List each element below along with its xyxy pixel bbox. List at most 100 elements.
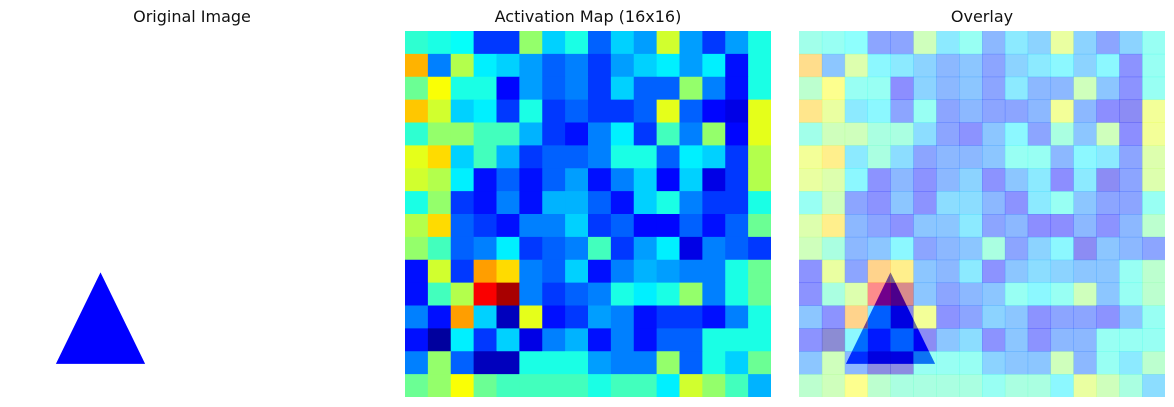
overlay-cell-r14-c6 [936, 351, 960, 375]
overlay-cell-r1-c3 [867, 53, 891, 78]
overlay-cell-r9-c4 [890, 236, 914, 261]
overlay-cell-r4-c6 [936, 122, 960, 146]
overlay-cell-r2-c15 [1142, 76, 1165, 101]
heat-cell-r10-c2 [450, 259, 475, 284]
overlay-cell-r13-c15 [1142, 328, 1165, 352]
overlay-cell-r3-c13 [1096, 99, 1120, 123]
overlay-cell-r13-c8 [982, 328, 1006, 352]
overlay-cell-r10-c8 [982, 259, 1006, 284]
overlay-cell-r4-c15 [1142, 122, 1165, 146]
overlay-cell-r15-c13 [1096, 374, 1120, 397]
overlay-cell-r13-c3 [867, 328, 891, 352]
overlay-cell-r14-c8 [982, 351, 1006, 375]
heat-cell-r1-c14 [725, 53, 749, 78]
heat-cell-r1-c15 [748, 53, 771, 78]
heat-cell-r11-c9 [610, 282, 635, 306]
heat-cell-r8-c13 [702, 214, 726, 238]
heat-cell-r0-c14 [725, 31, 749, 55]
heat-cell-r0-c4 [496, 31, 520, 55]
overlay-cell-r0-c15 [1142, 31, 1165, 55]
heat-cell-r3-c13 [702, 99, 726, 123]
heat-cell-r6-c11 [656, 168, 680, 192]
overlay-cell-r1-c6 [936, 53, 960, 78]
heat-cell-r8-c8 [588, 214, 612, 238]
heat-cell-r2-c4 [496, 76, 520, 101]
overlay-cell-r3-c0 [799, 99, 823, 123]
overlay-cell-r1-c8 [982, 53, 1006, 78]
overlay-cell-r6-c2 [844, 168, 869, 192]
overlay-cell-r9-c5 [913, 236, 937, 261]
heat-cell-r13-c1 [427, 328, 452, 352]
overlay-cell-r15-c6 [936, 374, 960, 397]
overlay-cell-r4-c14 [1119, 122, 1143, 146]
heat-cell-r10-c15 [748, 259, 771, 284]
overlay-cell-r8-c9 [1004, 214, 1029, 238]
overlay-cell-r8-c6 [936, 214, 960, 238]
heat-cell-r2-c6 [542, 76, 566, 101]
heat-cell-r12-c14 [725, 305, 749, 329]
heat-cell-r4-c13 [702, 122, 726, 146]
overlay-cell-r3-c2 [844, 99, 869, 123]
overlay-cell-r8-c4 [890, 214, 914, 238]
overlay-cell-r9-c8 [982, 236, 1006, 261]
overlay-cell-r10-c13 [1096, 259, 1120, 284]
overlay-cell-r10-c0 [799, 259, 823, 284]
heat-cell-r5-c6 [542, 145, 566, 169]
overlay-cell-r2-c1 [821, 76, 846, 101]
heat-cell-r0-c12 [679, 31, 703, 55]
heat-cell-r14-c13 [702, 351, 726, 375]
heat-cell-r6-c9 [610, 168, 635, 192]
heat-cell-r14-c6 [542, 351, 566, 375]
heat-cell-r7-c2 [450, 191, 475, 215]
overlay-cell-r0-c2 [844, 31, 869, 55]
overlay-cell-r8-c0 [799, 214, 823, 238]
heat-cell-r11-c15 [748, 282, 771, 306]
heat-cell-r5-c10 [633, 145, 658, 169]
overlay-cell-r13-c7 [959, 328, 983, 352]
heat-cell-r4-c1 [427, 122, 452, 146]
heat-cell-r13-c10 [633, 328, 658, 352]
heat-cell-r4-c14 [725, 122, 749, 146]
heat-cell-r12-c3 [473, 305, 497, 329]
heat-cell-r8-c2 [450, 214, 475, 238]
original-image-title: Original Image [133, 7, 251, 26]
heat-cell-r8-c14 [725, 214, 749, 238]
heat-cell-r2-c3 [473, 76, 497, 101]
heat-cell-r13-c9 [610, 328, 635, 352]
overlay-cell-r0-c3 [867, 31, 891, 55]
heat-cell-r4-c0 [405, 122, 429, 146]
heat-cell-r6-c12 [679, 168, 703, 192]
heat-cell-r2-c13 [702, 76, 726, 101]
overlay-cell-r5-c10 [1027, 145, 1052, 169]
overlay-cell-r7-c14 [1119, 191, 1143, 215]
heat-cell-r5-c13 [702, 145, 726, 169]
heat-cell-r3-c5 [519, 99, 543, 123]
overlay-cell-r1-c5 [913, 53, 937, 78]
image-background [9, 31, 375, 397]
heat-cell-r11-c7 [565, 282, 589, 306]
overlay-cell-r12-c9 [1004, 305, 1029, 329]
overlay-cell-r5-c2 [844, 145, 869, 169]
overlay-cell-r6-c14 [1119, 168, 1143, 192]
overlay-cell-r7-c13 [1096, 191, 1120, 215]
heat-cell-r4-c7 [565, 122, 589, 146]
overlay-cell-r5-c12 [1073, 145, 1097, 169]
heat-cell-r4-c5 [519, 122, 543, 146]
overlay-cell-r10-c5 [913, 259, 937, 284]
overlay-cell-r1-c11 [1050, 53, 1074, 78]
heat-cell-r8-c1 [427, 214, 452, 238]
heat-cell-r15-c5 [519, 374, 543, 397]
overlay-cell-r2-c7 [959, 76, 983, 101]
overlay-cell-r8-c5 [913, 214, 937, 238]
heat-cell-r2-c5 [519, 76, 543, 101]
triangle-shape [55, 272, 146, 364]
heat-cell-r4-c3 [473, 122, 497, 146]
overlay-cell-r11-c1 [821, 282, 846, 306]
heat-cell-r3-c14 [725, 99, 749, 123]
overlay-cell-r8-c7 [959, 214, 983, 238]
heat-cell-r7-c7 [565, 191, 589, 215]
heat-cell-r3-c2 [450, 99, 475, 123]
heat-cell-r13-c11 [656, 328, 680, 352]
heat-cell-r12-c12 [679, 305, 703, 329]
overlay-cell-r8-c15 [1142, 214, 1165, 238]
